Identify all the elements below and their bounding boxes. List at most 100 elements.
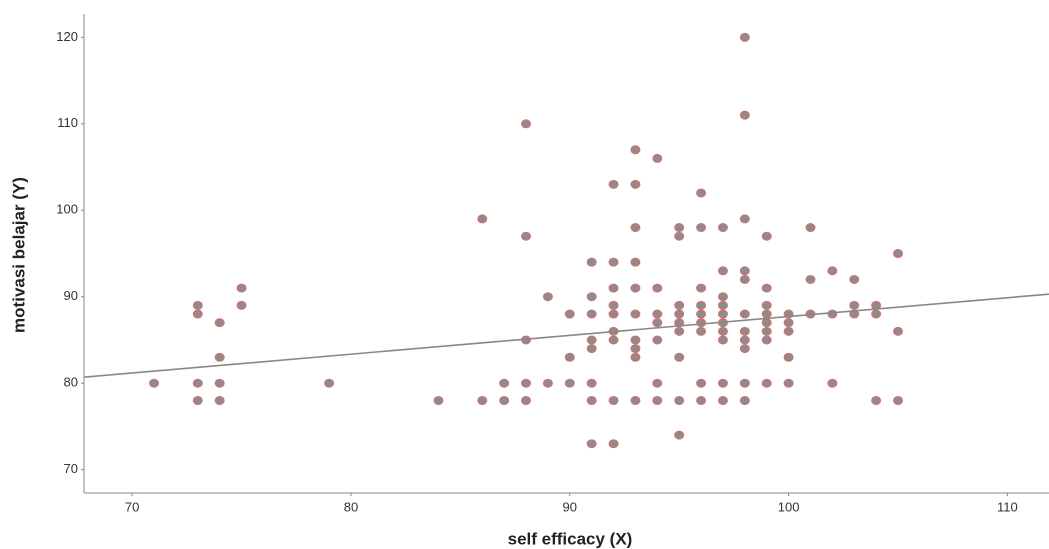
scatter-point [609, 180, 618, 188]
scatter-point [740, 336, 749, 344]
scatter-point [718, 301, 727, 309]
scatter-point [740, 396, 749, 404]
scatter-point [697, 327, 706, 335]
x-tick-label: 100 [778, 499, 800, 514]
scatter-point [609, 310, 618, 318]
scatter-point [609, 301, 618, 309]
scatter-point [740, 327, 749, 335]
scatter-point [740, 33, 749, 41]
scatter-point [872, 310, 881, 318]
scatter-point [653, 319, 662, 327]
scatter-point [653, 284, 662, 292]
scatter-point [653, 336, 662, 344]
scatter-point [215, 319, 224, 327]
y-tick-label: 80 [64, 375, 78, 390]
scatter-point [653, 154, 662, 162]
scatter-point [740, 267, 749, 275]
scatter-point [762, 327, 771, 335]
scatter-point [850, 301, 859, 309]
scatter-point [237, 284, 246, 292]
scatter-point [587, 336, 596, 344]
scatter-point [697, 284, 706, 292]
scatter-point [215, 379, 224, 387]
scatter-point [522, 232, 531, 240]
scatter-point [522, 120, 531, 128]
scatter-point [718, 336, 727, 344]
scatter-point [806, 224, 815, 232]
fit-line [84, 294, 1049, 377]
scatter-point [784, 379, 793, 387]
scatter-point [894, 327, 903, 335]
scatter-point [697, 301, 706, 309]
scatter-point [740, 310, 749, 318]
scatter-point [740, 111, 749, 119]
scatter-point [718, 267, 727, 275]
scatter-point [193, 310, 202, 318]
scatter-point [762, 301, 771, 309]
scatter-point [500, 379, 509, 387]
scatter-point [784, 353, 793, 361]
scatter-point [653, 310, 662, 318]
scatter-point [675, 353, 684, 361]
y-tick-label: 90 [64, 288, 78, 303]
scatter-point [828, 379, 837, 387]
scatter-point [762, 232, 771, 240]
scatter-point [675, 224, 684, 232]
scatter-point [828, 267, 837, 275]
scatter-point [740, 275, 749, 283]
scatter-point [631, 396, 640, 404]
scatter-point [697, 189, 706, 197]
scatter-point [587, 396, 596, 404]
scatter-point [675, 431, 684, 439]
scatter-point [587, 379, 596, 387]
scatter-point [697, 396, 706, 404]
scatter-point [894, 396, 903, 404]
scatter-point [697, 379, 706, 387]
scatter-point [718, 396, 727, 404]
scatter-point [215, 396, 224, 404]
scatter-point [609, 258, 618, 266]
scatter-point [587, 293, 596, 301]
scatter-point [587, 345, 596, 353]
scatter-point [762, 310, 771, 318]
scatter-point [478, 215, 487, 223]
scatter-point [675, 301, 684, 309]
scatter-point [631, 336, 640, 344]
x-tick-label: 110 [997, 499, 1018, 514]
scatter-point [543, 293, 552, 301]
scatter-point [631, 284, 640, 292]
scatter-point [828, 310, 837, 318]
scatter-point [697, 319, 706, 327]
scatter-point [478, 396, 487, 404]
scatter-point [631, 353, 640, 361]
scatter-point [237, 301, 246, 309]
scatter-point [587, 440, 596, 448]
scatter-point [675, 396, 684, 404]
scatter-point [631, 146, 640, 154]
scatter-point [894, 250, 903, 258]
scatter-point [193, 396, 202, 404]
scatter-point [675, 327, 684, 335]
scatter-point [193, 301, 202, 309]
scatter-point [675, 232, 684, 240]
x-tick-label: 80 [344, 499, 358, 514]
scatter-point [697, 224, 706, 232]
chart: self efficacy (X) motivasi belajar (Y) 7… [0, 0, 1049, 549]
x-tick-label: 90 [563, 499, 577, 514]
scatter-point [718, 293, 727, 301]
scatter-point [762, 336, 771, 344]
x-tick-label: 70 [125, 499, 139, 514]
scatter-point [215, 353, 224, 361]
scatter-point [675, 310, 684, 318]
scatter-point [697, 310, 706, 318]
scatter-point [740, 379, 749, 387]
scatter-point [609, 396, 618, 404]
scatter-point [631, 258, 640, 266]
y-tick-label: 120 [56, 29, 78, 44]
y-tick-label: 110 [57, 115, 78, 130]
scatter-point [500, 396, 509, 404]
scatter-point [609, 336, 618, 344]
scatter-point [522, 396, 531, 404]
scatter-point [609, 284, 618, 292]
scatter-point [609, 440, 618, 448]
